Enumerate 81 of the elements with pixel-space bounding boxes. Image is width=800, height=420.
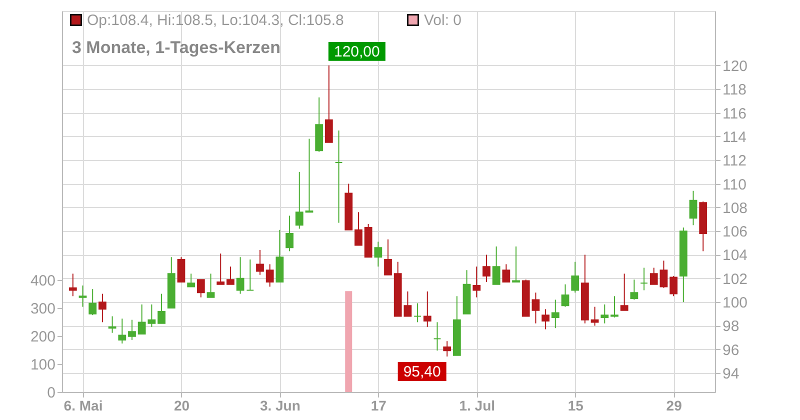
candlestick xyxy=(286,215,294,252)
candlestick xyxy=(532,292,540,324)
candlestick xyxy=(620,273,628,311)
candlestick xyxy=(216,253,225,285)
y-tick-label: 118 xyxy=(722,82,746,99)
y-tick-label: 110 xyxy=(722,176,746,194)
candlestick xyxy=(324,64,333,143)
candlestick xyxy=(610,296,618,318)
y-tick-label: 104 xyxy=(722,247,748,264)
y-tick-label: 114 xyxy=(722,128,746,146)
candlestick xyxy=(158,293,166,324)
x-tick-label: 29 xyxy=(666,398,682,414)
candlestick xyxy=(414,302,422,323)
candlestick xyxy=(128,319,136,340)
annotation: 95,40 xyxy=(403,364,441,381)
candlestick xyxy=(88,288,97,316)
candlestick xyxy=(472,266,481,298)
candlestick xyxy=(502,264,510,282)
y-tick-label: 106 xyxy=(722,224,748,241)
candlestick xyxy=(482,254,490,282)
candlestick xyxy=(246,258,254,291)
candlestick xyxy=(68,273,77,297)
candlestick xyxy=(561,284,570,308)
x-tick-label: 15 xyxy=(568,398,584,414)
candlestick xyxy=(670,276,678,297)
y2-tick-label: 200 xyxy=(30,328,56,346)
y-tick-label: 100 xyxy=(722,294,748,312)
y-tick-label: 102 xyxy=(722,270,748,288)
candlestick xyxy=(571,261,580,294)
candlestick xyxy=(354,212,362,246)
candlestick xyxy=(512,246,520,282)
candlestick xyxy=(226,266,234,285)
candlestick xyxy=(600,304,609,324)
annotation: 120,00 xyxy=(334,43,380,60)
y-tick-label: 116 xyxy=(722,105,746,122)
candlestick xyxy=(206,273,215,298)
y2-tick-label: 300 xyxy=(30,300,56,318)
x-tick-label: 17 xyxy=(370,398,387,414)
candlestick xyxy=(423,290,432,328)
candlestick xyxy=(266,264,274,288)
x-tick-label: 3. Jun xyxy=(260,398,300,414)
candlestick xyxy=(542,308,550,330)
candlestick xyxy=(118,318,126,344)
y-tick-label: 108 xyxy=(722,200,748,217)
candlestick xyxy=(196,279,205,298)
candlestick xyxy=(256,250,264,276)
candlestick xyxy=(689,190,698,226)
y2-tick-label: 100 xyxy=(30,356,56,374)
x-tick-label: 1. Jul xyxy=(459,398,496,414)
candlestick xyxy=(374,241,382,268)
y-tick-label: 112 xyxy=(722,152,746,170)
candlestick xyxy=(660,260,668,288)
y-tick-label: 98 xyxy=(722,318,740,336)
candlestick xyxy=(236,256,244,294)
candlestick xyxy=(404,290,412,317)
x-tick-label: 6. Mai xyxy=(64,398,103,414)
legend-label: Vol: 0 xyxy=(424,12,462,29)
candlestick xyxy=(640,267,648,291)
candlestick xyxy=(630,279,638,300)
candlestick xyxy=(108,316,116,334)
y2-tick-label: 0 xyxy=(47,384,56,402)
candlestick xyxy=(650,267,658,285)
candlestick xyxy=(177,256,186,282)
candlestick xyxy=(551,299,560,329)
y-tick-label: 96 xyxy=(722,342,740,359)
candlestick xyxy=(295,171,304,230)
candlestick xyxy=(384,238,392,276)
candlestick xyxy=(334,130,343,224)
candlestick xyxy=(433,322,442,352)
x-tick-label: 20 xyxy=(174,398,190,414)
y2-tick-label: 400 xyxy=(30,272,56,290)
candlestick xyxy=(187,273,196,288)
legend-label: Op:108.4, Hi:108.5, Lo:104.3, Cl:105.8 xyxy=(87,12,344,29)
y-tick-label: 120 xyxy=(722,58,748,75)
candlestick xyxy=(492,246,500,285)
candlestick xyxy=(98,293,106,323)
text: 3 Monate, 1-Tages-Kerzen xyxy=(72,38,280,57)
candlestick xyxy=(443,340,452,358)
y-tick-label: 94 xyxy=(722,366,740,383)
candlestick xyxy=(305,138,314,213)
candlestick xyxy=(78,285,87,308)
